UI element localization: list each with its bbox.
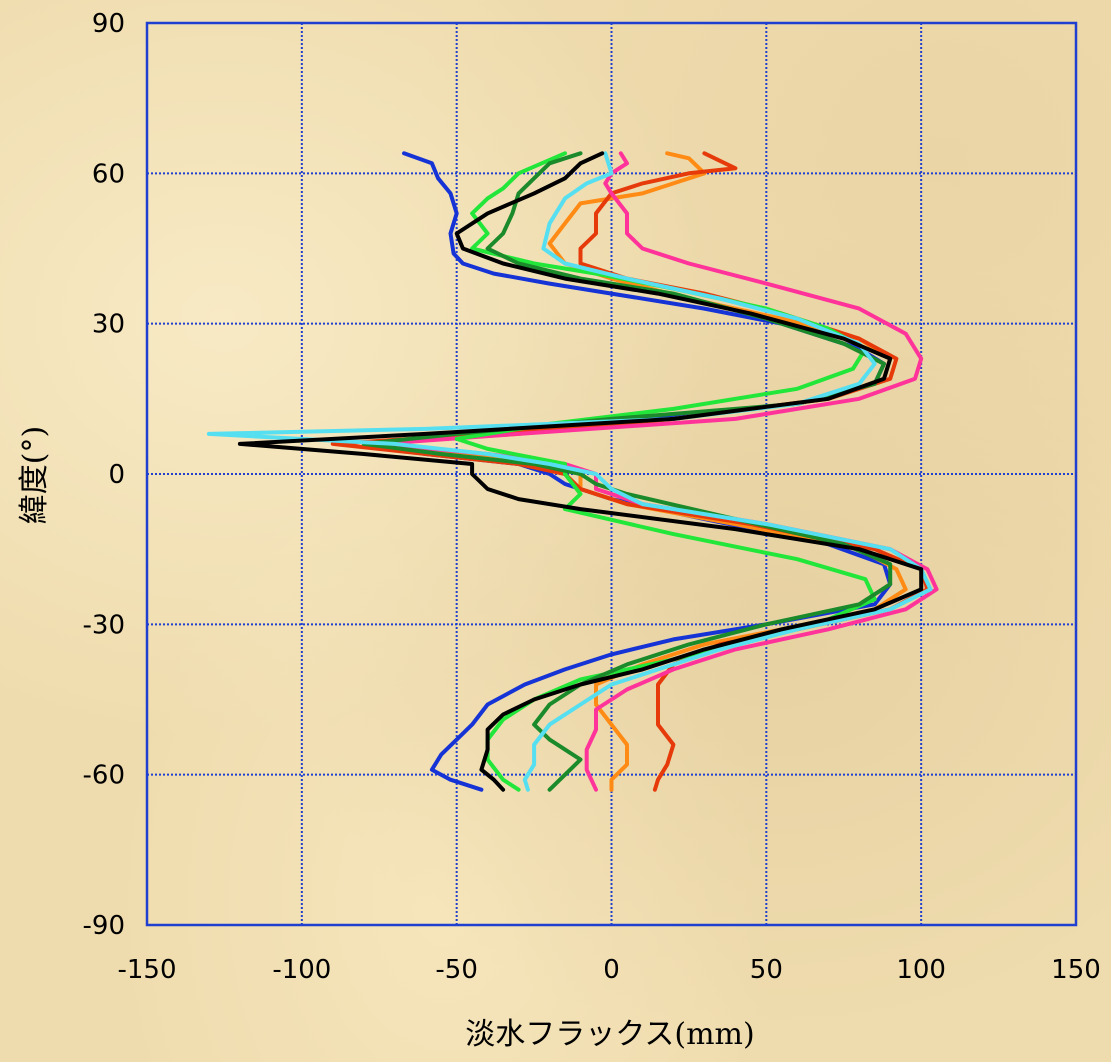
- x-axis-title: 淡水フラックス(mm): [465, 1017, 754, 1052]
- series-line-5: [454, 151, 877, 792]
- series-line-8: [237, 151, 924, 792]
- series-line-3: [330, 151, 930, 792]
- y-tick-label: -30: [83, 610, 125, 640]
- plot-area-frame: [145, 21, 1078, 927]
- x-tick-label: 100: [896, 955, 946, 985]
- series-line-7: [206, 151, 933, 792]
- series-line-1: [361, 151, 893, 792]
- y-axis-title: 緯度(°): [17, 426, 52, 524]
- x-tick-label: 0: [603, 955, 620, 985]
- y-tick-label: 60: [92, 159, 125, 189]
- x-tick-label: 50: [750, 955, 783, 985]
- x-tick-label: -100: [272, 955, 331, 985]
- x-tick-label: 150: [1051, 955, 1101, 985]
- y-tick-label: 90: [92, 9, 125, 39]
- y-tick-label: -60: [83, 761, 125, 791]
- y-tick-label: 30: [92, 310, 125, 340]
- data-series: [206, 151, 939, 792]
- y-tick-label: 0: [108, 460, 125, 490]
- x-tick-label: -50: [435, 955, 477, 985]
- series-line-6: [361, 151, 893, 792]
- y-tick-label: -90: [83, 911, 125, 941]
- x-tick-label: -150: [117, 955, 176, 985]
- y-tick-labels: 90 60 30 0 -30 -60 -90: [83, 9, 125, 941]
- x-tick-labels: -150 -100 -50 0 50 100 150: [117, 955, 1100, 985]
- series-line-2: [361, 151, 908, 792]
